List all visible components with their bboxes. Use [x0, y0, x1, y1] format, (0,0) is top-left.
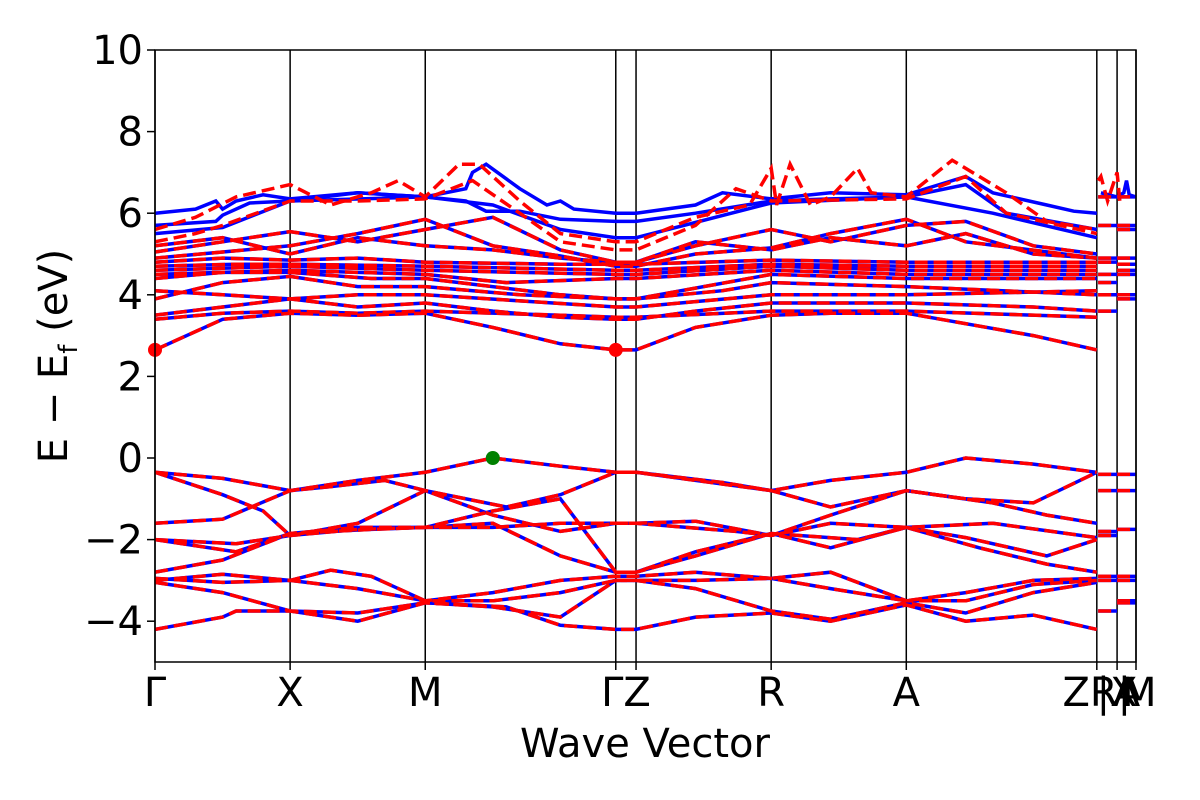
x-tick-label: R — [757, 670, 785, 716]
band-line-dashed — [155, 456, 1098, 493]
band-line-dashed — [155, 570, 1097, 603]
bands — [155, 158, 1136, 632]
x-tick-label: A — [1113, 670, 1141, 716]
x-tick-label: M — [1122, 670, 1157, 716]
y-axis-title-sub: f — [54, 344, 84, 354]
band-line-dashed — [155, 470, 1098, 538]
band-line-dashed — [155, 262, 1097, 273]
band-line-dashed — [155, 174, 1098, 252]
band-line-solid — [155, 570, 1097, 603]
x-tick-label: ZR| — [1062, 670, 1131, 716]
band-line-dashed — [155, 274, 1097, 301]
y-axis-title-main: E − E — [31, 354, 77, 464]
y-tick-label: 8 — [118, 110, 143, 156]
y-tick-label: 0 — [118, 436, 143, 482]
band-line-dashed — [155, 217, 1098, 268]
band-line-dashed — [155, 264, 1097, 277]
y-axis-title-unit-text: (eV) — [31, 249, 77, 332]
band-line-dashed — [155, 256, 1097, 266]
x-tick-label: ΓZ — [601, 670, 651, 716]
y-tick-label: 6 — [118, 191, 143, 237]
band-line-dashed — [1096, 171, 1122, 208]
band-line-dashed — [155, 311, 1098, 352]
vbm-marker — [485, 451, 500, 465]
y-axis-title: E − Ef (eV) — [31, 249, 84, 464]
plot-frame — [154, 49, 1137, 663]
band-line-dashed — [155, 568, 1097, 603]
x-tick-label: A — [893, 670, 921, 716]
extrema-markers — [148, 342, 623, 465]
band-line-solid — [155, 521, 1098, 574]
band-line-solid — [155, 162, 1097, 215]
band-line-dashed — [155, 288, 1097, 309]
band-line-dashed — [155, 309, 1097, 322]
y-axis: 10 8 6 4 2 0 −2 −4 — [84, 28, 155, 645]
x-axis-title: Wave Vector — [520, 721, 771, 767]
band-line-dashed — [155, 268, 1097, 285]
x-tick-label: X — [276, 670, 303, 716]
band-line-solid — [155, 182, 1098, 232]
x-tick-label: M — [408, 670, 443, 716]
y-tick-label: −2 — [84, 518, 143, 564]
x-tick-label: |X — [1097, 670, 1138, 716]
y-tick-label: 4 — [118, 273, 143, 319]
band-line-dashed — [155, 601, 1098, 632]
band-line-dashed — [155, 297, 1097, 322]
y-tick-label: 10 — [92, 28, 143, 74]
band-line-dashed — [155, 521, 1098, 574]
y-axis-title-unit — [31, 332, 77, 345]
band-line-dashed — [155, 158, 1098, 244]
band-line-solid — [155, 456, 1098, 493]
cbm-marker — [608, 342, 623, 357]
y-tick-label: −4 — [84, 599, 143, 645]
x-tick-label: Γ — [144, 670, 167, 716]
band-line-dashed — [155, 578, 1098, 621]
x-axis: Γ X M ΓZ R A ZR||XAM — [144, 662, 1157, 716]
band-line-solid — [155, 195, 1098, 240]
y-tick-label: 2 — [118, 354, 143, 400]
band-line-solid — [155, 601, 1098, 632]
band-line-dashed — [155, 231, 1097, 264]
